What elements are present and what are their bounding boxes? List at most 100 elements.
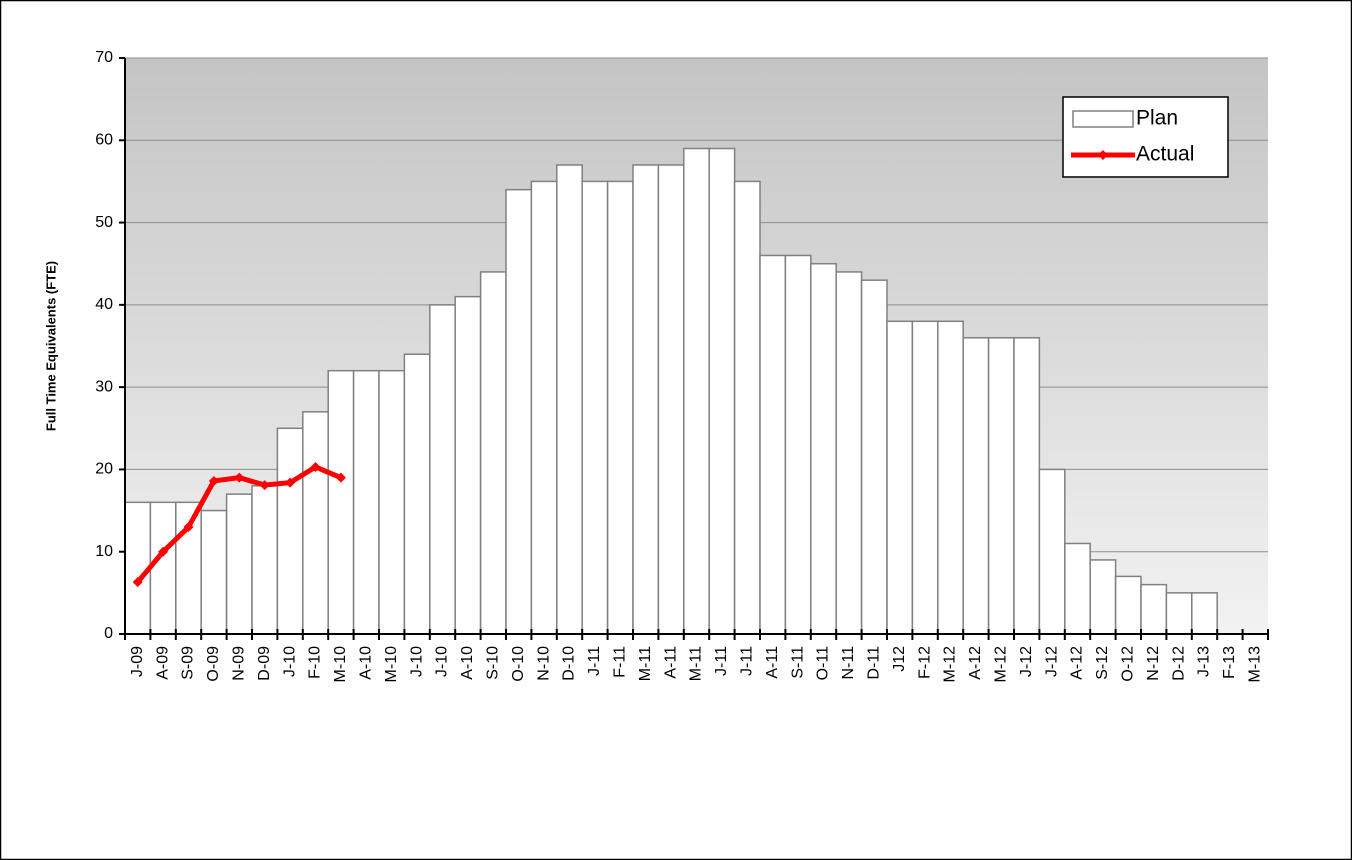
x-tick-label: J-12: [1043, 646, 1060, 677]
x-tick-label: O-09: [205, 646, 222, 682]
x-tick-label: J-12: [1018, 646, 1035, 677]
bar: [657, 164, 685, 635]
x-tick-label: J-11: [586, 646, 603, 676]
x-tick-label: S-11: [789, 646, 806, 679]
x-tick-label: S-09: [180, 646, 197, 680]
bar: [327, 369, 355, 635]
bar: [683, 147, 710, 635]
bar: [810, 262, 837, 635]
bar: [708, 147, 736, 635]
x-tick-label: A-10: [358, 646, 375, 680]
x-tick-label: M-10: [383, 646, 400, 683]
marker: [234, 472, 245, 483]
bar: [505, 188, 533, 635]
bar: [911, 320, 939, 635]
legend-label: Plan: [1136, 107, 1178, 130]
x-tick-label: S-10: [485, 646, 502, 680]
x-tick-label: N-09: [231, 646, 248, 681]
x-tick-label: M-11: [688, 646, 705, 681]
x-tick-label: O-10: [510, 646, 527, 682]
x-tick-label: J-09: [129, 646, 146, 677]
marker: [310, 461, 321, 472]
bar: [302, 411, 329, 635]
x-tick-label: A-12: [1069, 646, 1086, 680]
marker: [335, 472, 346, 483]
bar: [378, 369, 406, 635]
x-tick-label: A-11: [764, 646, 781, 679]
marker: [208, 475, 219, 486]
y-tick-label: 70: [95, 49, 113, 66]
bar: [1064, 542, 1091, 635]
x-tick-label: M-11: [637, 646, 654, 681]
x-tick-label: J-13: [1196, 646, 1213, 677]
y-axis-label: Full Time Equivalents (FTE): [43, 261, 58, 431]
bar: [1140, 583, 1168, 635]
x-tick-label: J-10: [408, 646, 425, 677]
x-tick-label: J12: [891, 646, 908, 672]
bar: [556, 164, 583, 635]
bar: [454, 295, 482, 635]
x-tick-label: M-13: [1247, 646, 1264, 683]
bar: [581, 180, 609, 635]
x-tick-label: S-12: [1094, 646, 1111, 680]
x-tick-label: J-11: [713, 646, 730, 676]
x-tick-label: N-11: [840, 646, 857, 680]
bar: [479, 271, 507, 635]
x-tick-label: A-10: [459, 646, 476, 680]
bar: [733, 180, 761, 635]
bar: [225, 493, 253, 635]
marker: [183, 522, 194, 533]
x-tick-label: F-12: [916, 646, 933, 679]
bar: [352, 369, 380, 635]
y-tick-label: 20: [95, 461, 113, 478]
bar: [149, 501, 177, 635]
bar: [403, 353, 431, 635]
x-tick-label: N-10: [535, 646, 552, 681]
x-tick-label: D-10: [561, 646, 578, 681]
bar: [606, 180, 634, 635]
x-tick-label: M-12: [942, 646, 959, 683]
marker: [132, 577, 143, 588]
bar: [251, 485, 279, 635]
x-tick-label: A-11: [662, 646, 679, 679]
x-tick-label: A-09: [154, 646, 171, 680]
bar: [962, 337, 990, 635]
bar: [784, 254, 812, 635]
bar: [886, 320, 914, 635]
x-tick-label: N-12: [1145, 646, 1162, 681]
bar: [632, 164, 660, 635]
bar: [1114, 575, 1142, 635]
y-tick-label: 30: [95, 378, 113, 395]
marker: [285, 477, 296, 488]
x-tick-label: J-10: [434, 646, 451, 677]
x-tick-label: M-12: [993, 646, 1010, 683]
x-tick-label: M-10: [332, 646, 349, 683]
legend-label: Actual: [1136, 143, 1194, 166]
bar: [530, 180, 558, 635]
bar: [1013, 337, 1041, 635]
x-tick-label: D-11: [866, 646, 883, 680]
bar: [835, 271, 863, 635]
x-tick-label: J-10: [281, 646, 298, 677]
x-tick-label: F-11: [612, 646, 629, 678]
bar: [429, 304, 456, 635]
bar: [759, 254, 787, 635]
x-tick-label: F-10: [307, 646, 324, 679]
legend-swatch: [1072, 110, 1134, 128]
x-tick-label: D-12: [1170, 646, 1187, 681]
marker: [259, 480, 270, 491]
bar: [276, 427, 304, 635]
legend-marker: [1098, 150, 1108, 160]
y-tick-label: 50: [95, 214, 113, 231]
bar: [1038, 468, 1066, 635]
x-tick-label: D-09: [256, 646, 273, 681]
x-tick-label: O-11: [815, 646, 832, 680]
bar: [1165, 592, 1193, 635]
x-tick-label: F-13: [1221, 646, 1238, 679]
y-tick-label: 60: [95, 132, 113, 149]
bar: [200, 509, 228, 635]
y-tick-label: 40: [95, 296, 113, 313]
y-tick-label: 10: [95, 543, 113, 560]
x-tick-label: J-11: [739, 646, 756, 676]
